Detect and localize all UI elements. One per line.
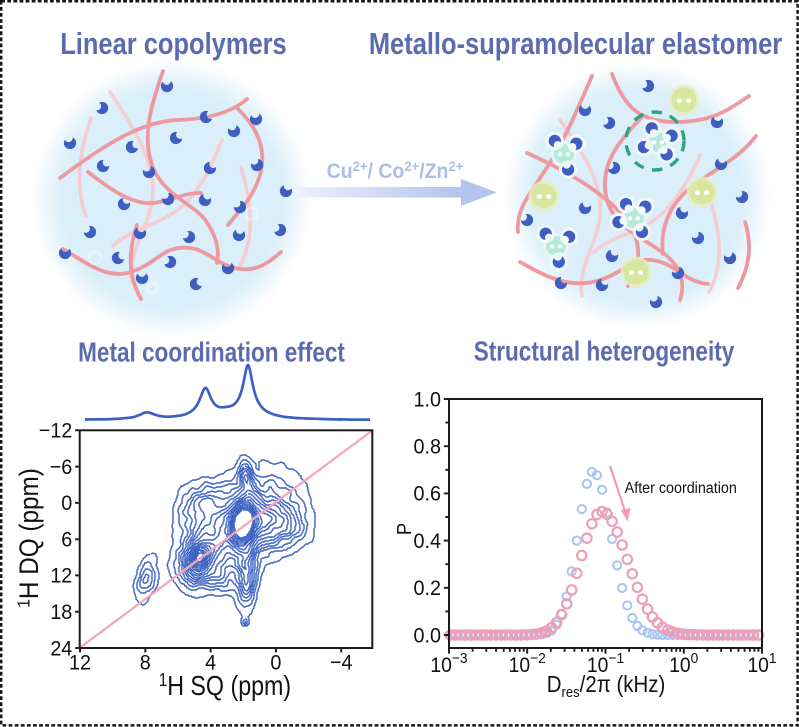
svg-text:After coordination: After coordination — [625, 481, 737, 498]
svg-text:4: 4 — [205, 651, 216, 675]
svg-text:−12: −12 — [39, 419, 73, 443]
svg-text:P: P — [394, 523, 416, 535]
svg-text:0: 0 — [61, 491, 72, 515]
svg-text:Linear copolymers: Linear copolymers — [60, 26, 287, 61]
svg-text:Structural heterogeneity: Structural heterogeneity — [474, 336, 735, 367]
svg-text:12: 12 — [50, 564, 72, 588]
svg-text:0.2: 0.2 — [413, 576, 440, 600]
svg-text:0.0: 0.0 — [413, 624, 440, 648]
svg-text:1H DQ (ppm): 1H DQ (ppm) — [14, 468, 45, 608]
svg-text:Cu2+/ Co2+/Zn2+: Cu2+/ Co2+/Zn2+ — [327, 159, 464, 184]
svg-text:24: 24 — [50, 637, 72, 661]
svg-text:−6: −6 — [50, 455, 73, 479]
svg-text:0.6: 0.6 — [413, 482, 440, 506]
svg-text:0: 0 — [270, 651, 281, 675]
svg-text:Metallo-supramolecular elastom: Metallo-supramolecular elastomer — [369, 26, 782, 61]
svg-text:0.4: 0.4 — [413, 529, 440, 553]
svg-text:8: 8 — [140, 651, 151, 675]
svg-text:1.0: 1.0 — [413, 388, 440, 412]
svg-text:−4: −4 — [330, 651, 353, 675]
svg-text:10−3: 10−3 — [430, 651, 467, 678]
svg-text:1H SQ (ppm): 1H SQ (ppm) — [159, 670, 291, 702]
svg-text:0.8: 0.8 — [413, 435, 440, 459]
svg-text:Metal coordination effect: Metal coordination effect — [78, 337, 345, 368]
svg-text:12: 12 — [69, 651, 91, 675]
svg-text:18: 18 — [50, 600, 72, 624]
svg-text:6: 6 — [61, 528, 72, 552]
